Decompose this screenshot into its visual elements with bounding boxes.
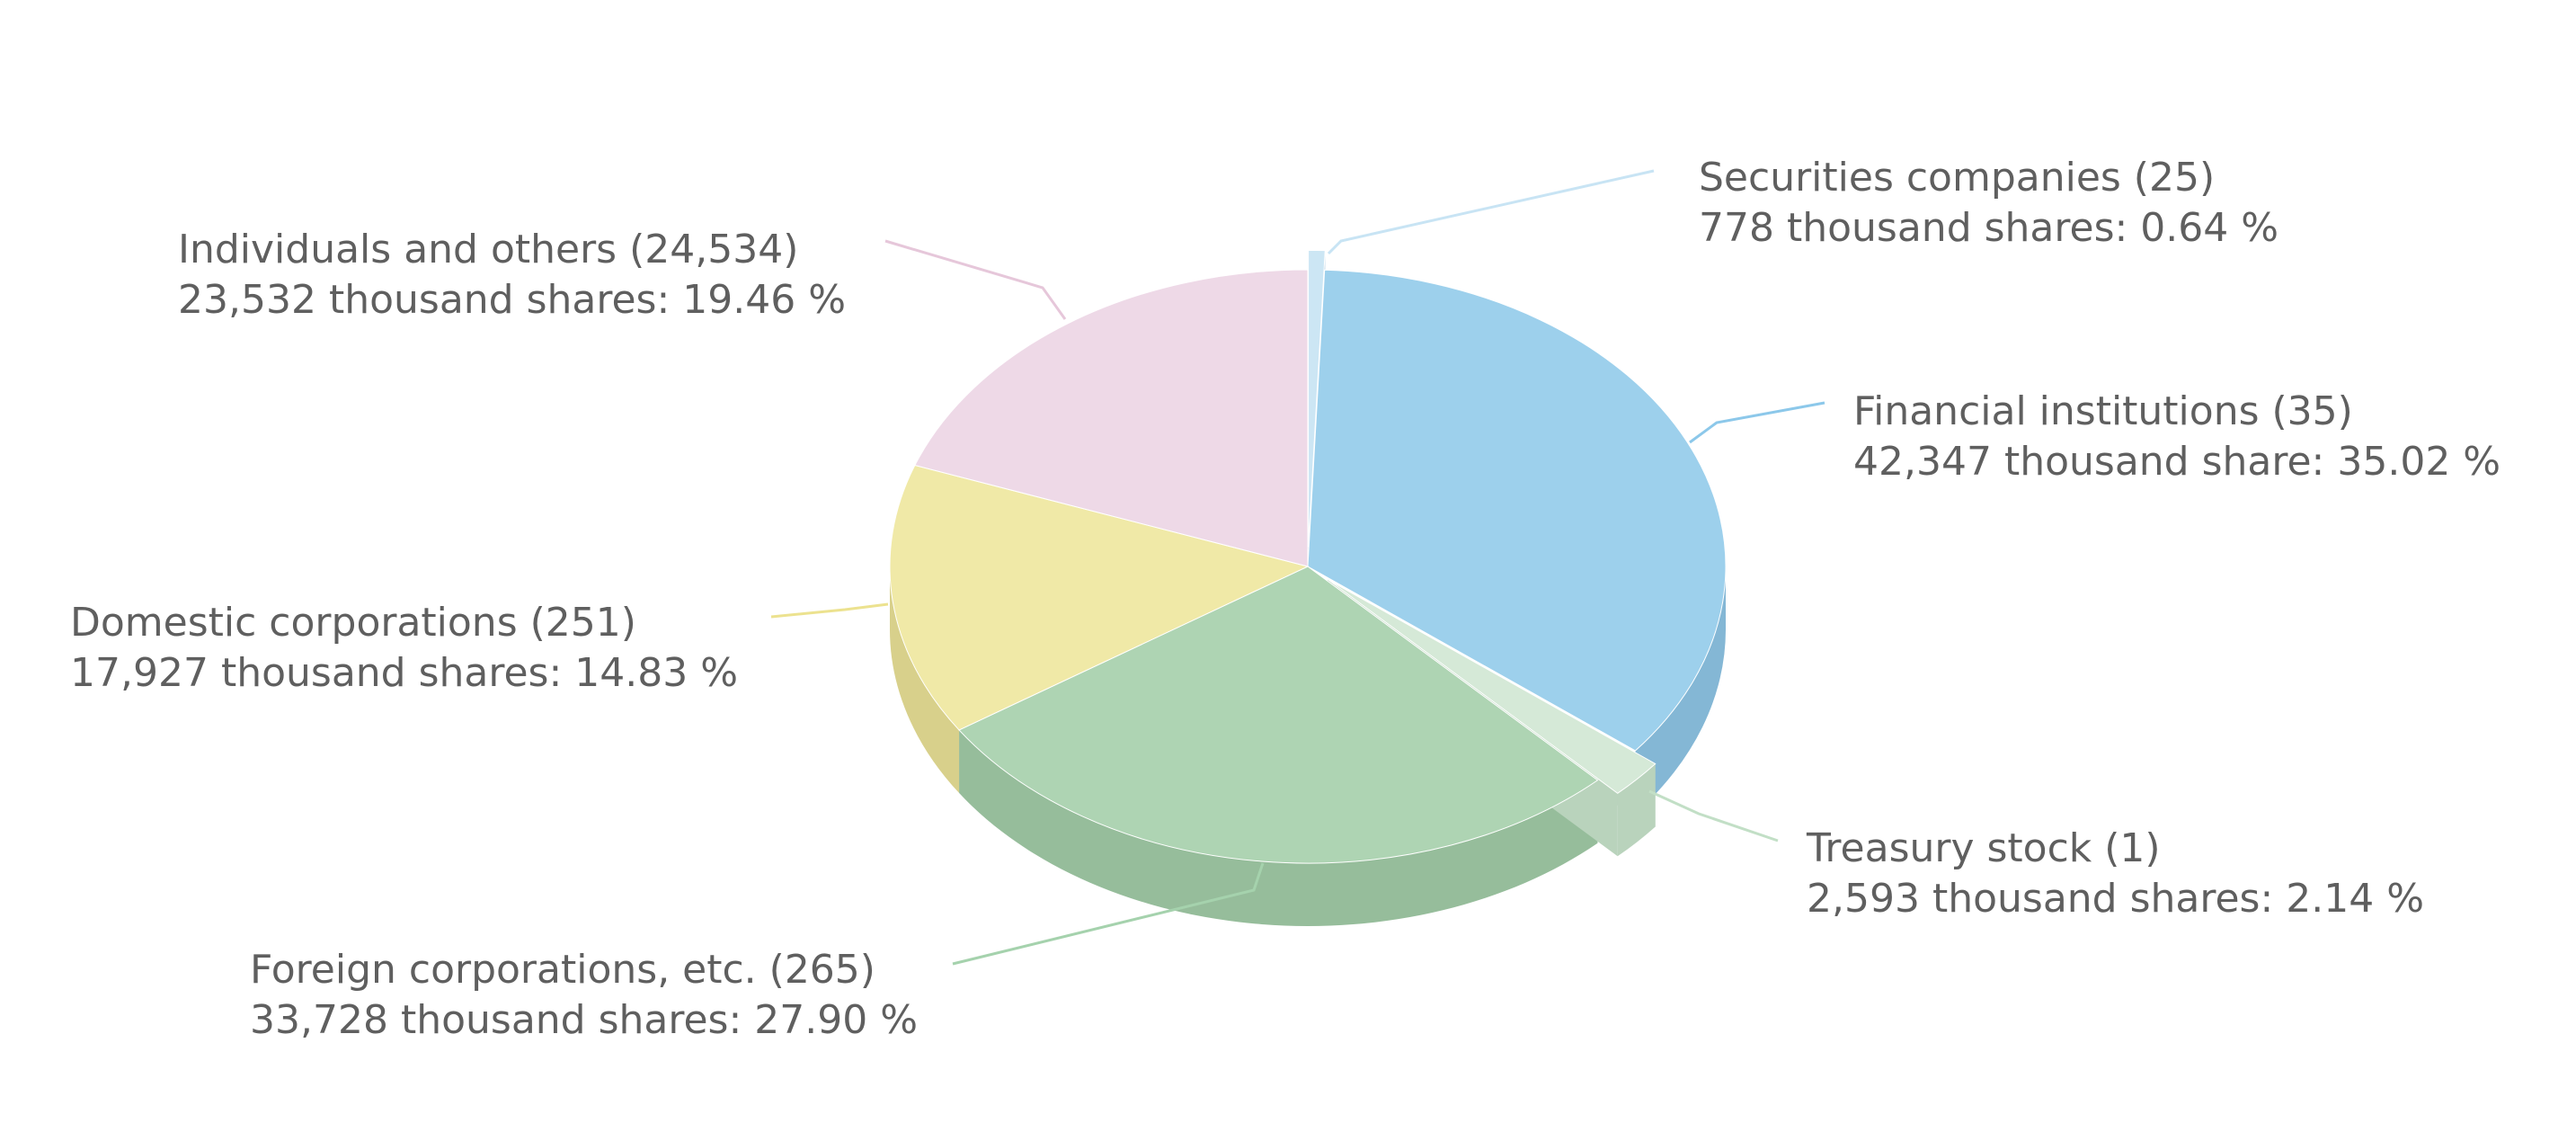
pie-slice-foreign-corporations-etc <box>958 566 1599 864</box>
pie-slice-domestic-corporations <box>889 464 1310 731</box>
leader-line-treasury-stock <box>1648 789 1779 842</box>
slice-value-label-treasury-stock: 2,593 thousand shares: 2.14 % <box>1807 876 2424 922</box>
slice-label-domestic-corporations: Domestic corporations (251) <box>70 600 636 646</box>
pie-slice-side-financial-institutions <box>1635 566 1726 814</box>
slice-label-individuals-and-others: Individuals and others (24,534) <box>178 227 798 272</box>
slice-value-label-financial-institutions: 42,347 thousand share: 35.02 % <box>1853 439 2500 485</box>
leader-line-securities-companies <box>1327 169 1655 255</box>
pie-slice-side-domestic-corporations <box>890 566 960 793</box>
slice-value-label-foreign-corporations-etc: 33,728 thousand shares: 27.90 % <box>250 997 918 1043</box>
slice-label-foreign-corporations-etc: Foreign corporations, etc. (265) <box>250 947 875 993</box>
slice-label-financial-institutions: Financial institutions (35) <box>1853 388 2353 434</box>
pie-slice-individuals-and-others <box>914 269 1309 567</box>
pie-slice-financial-institutions <box>1307 269 1727 752</box>
slice-value-label-securities-companies: 778 thousand shares: 0.64 % <box>1699 205 2278 251</box>
slice-value-label-domestic-corporations: 17,927 thousand shares: 14.83 % <box>70 650 738 696</box>
pie-slice-treasury-stock <box>1327 579 1657 794</box>
leader-line-domestic-corporations <box>770 602 889 619</box>
slice-label-securities-companies: Securities companies (25) <box>1699 155 2215 201</box>
pie-slice-securities-companies <box>1308 249 1326 548</box>
slice-label-treasury-stock: Treasury stock (1) <box>1806 825 2161 871</box>
leader-line-foreign-corporations-etc <box>952 862 1265 966</box>
slice-value-label-individuals-and-others: 23,532 thousand shares: 19.46 % <box>178 277 846 323</box>
leader-line-individuals-and-others <box>884 239 1067 320</box>
pie-slice-side-foreign-corporations-etc <box>959 729 1598 927</box>
leader-line-financial-institutions <box>1689 401 1825 444</box>
